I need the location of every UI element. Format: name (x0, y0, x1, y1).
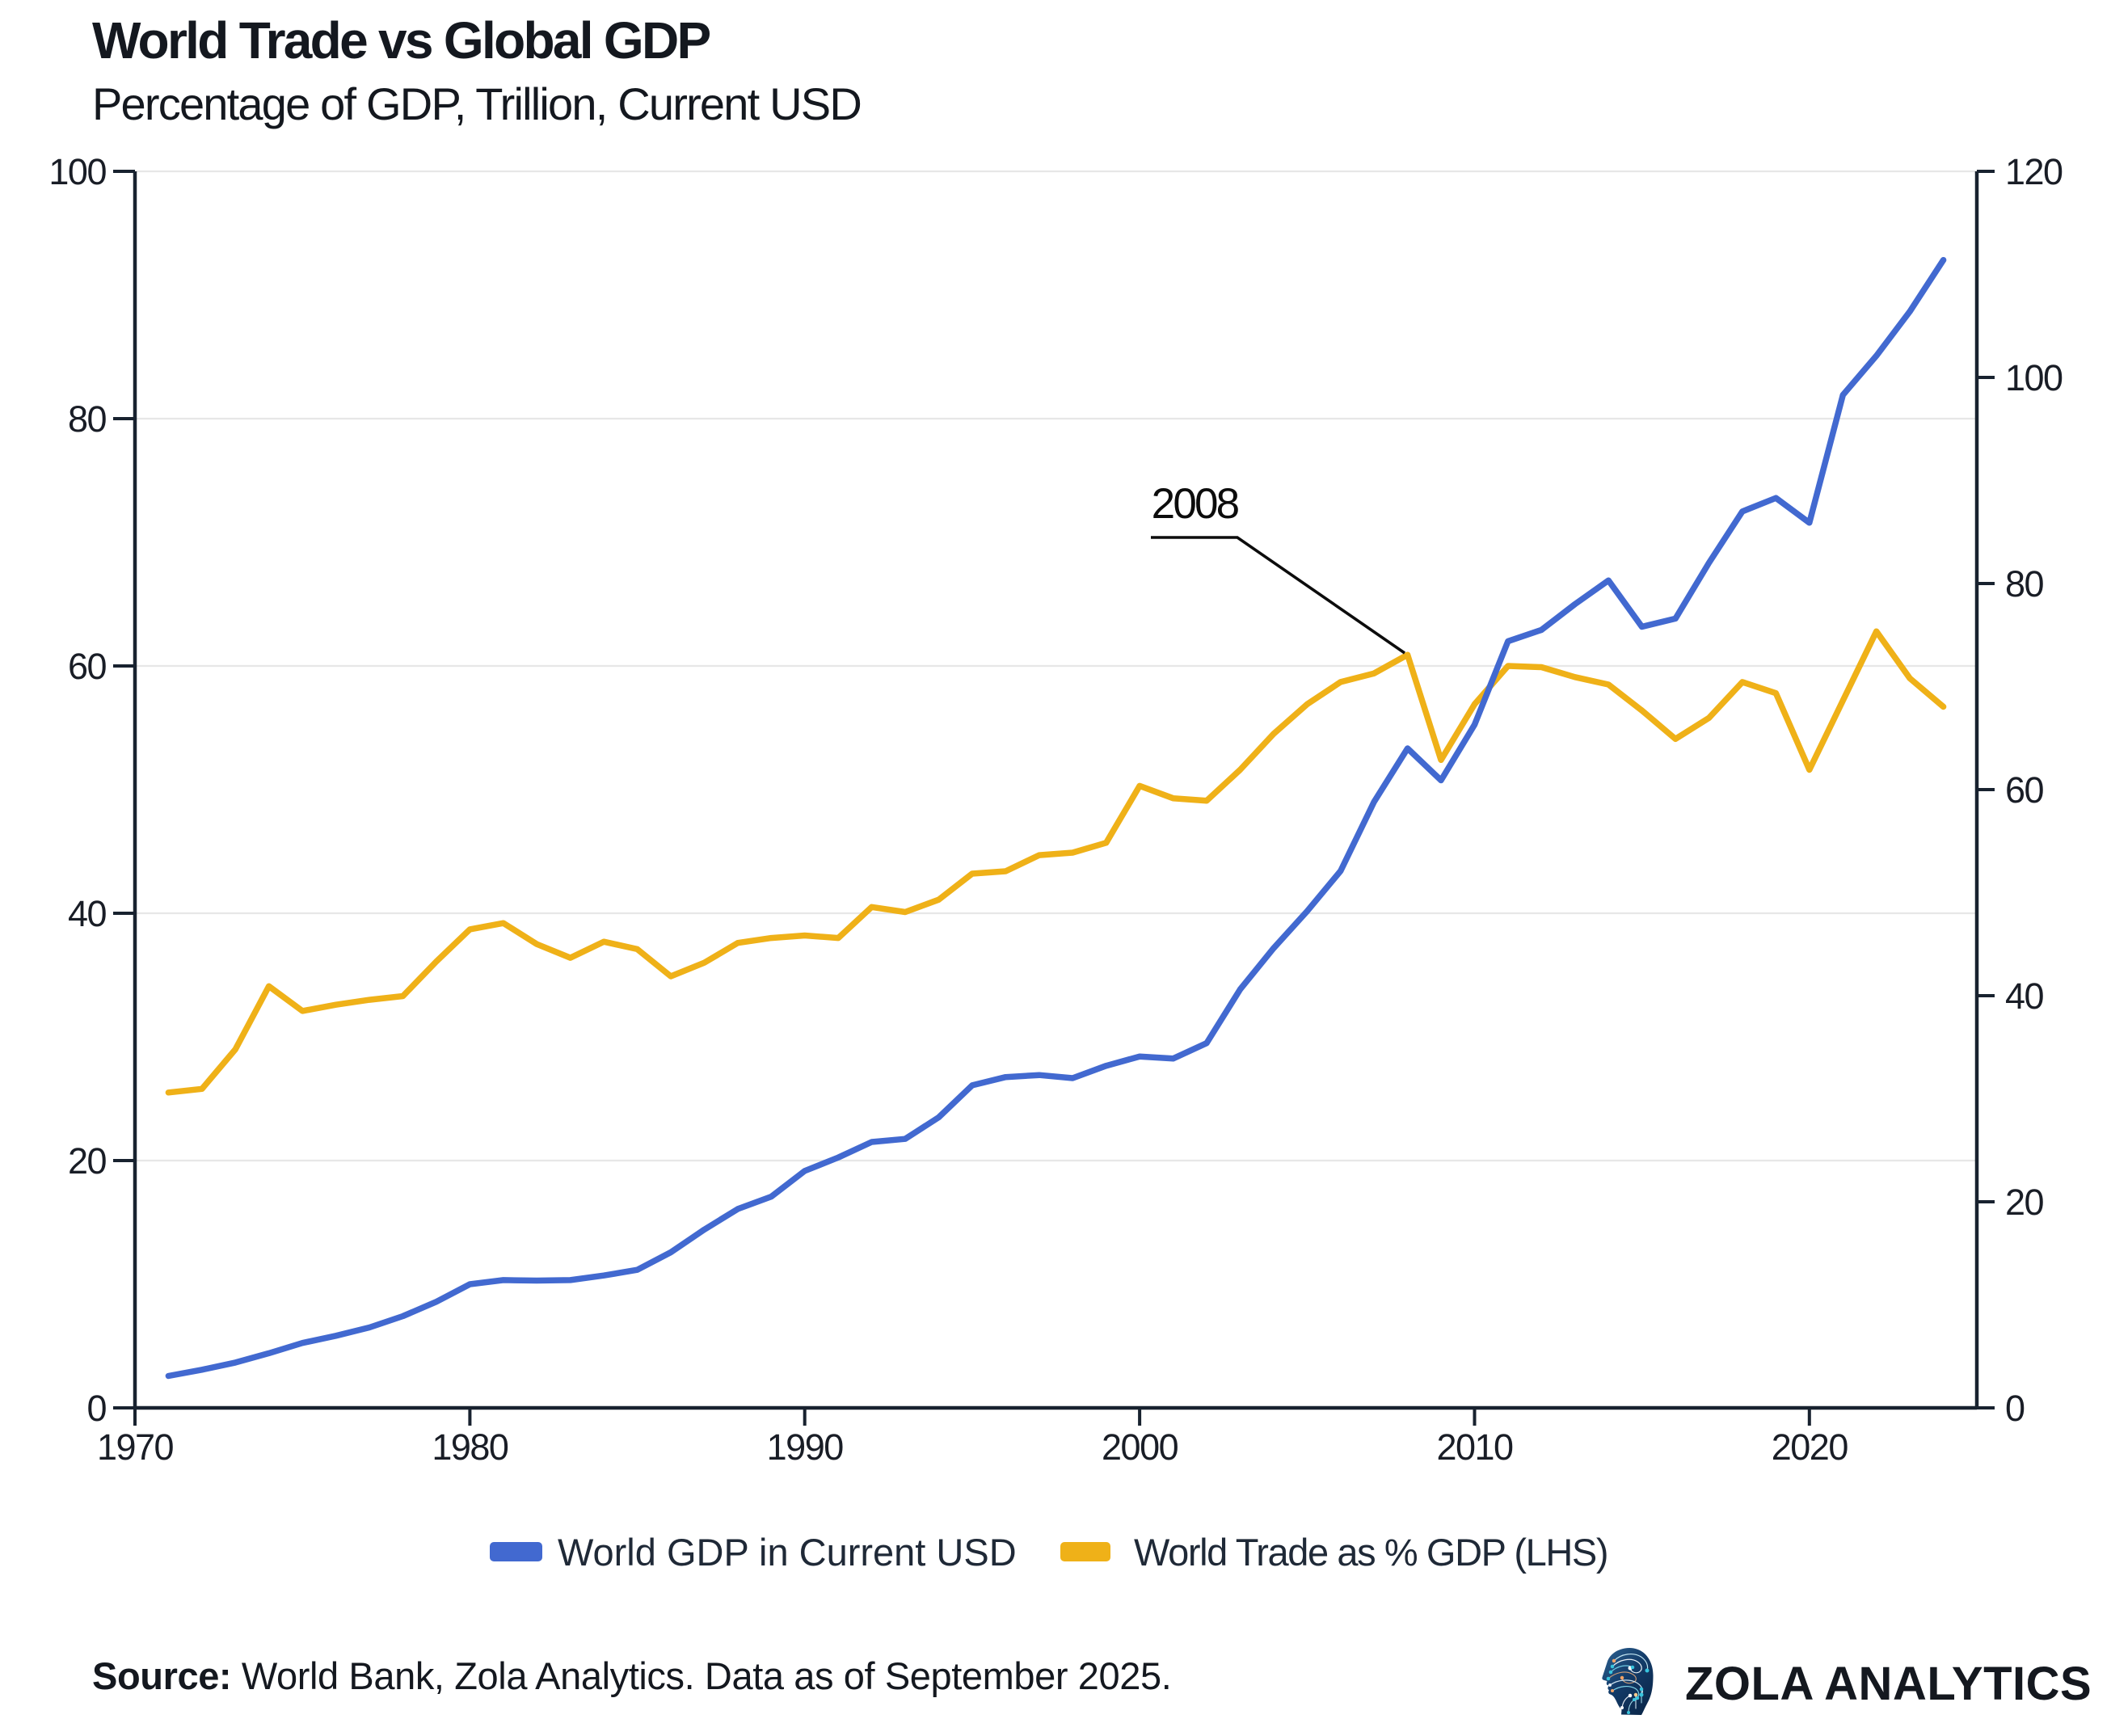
svg-text:World Trade vs Global GDP: World Trade vs Global GDP (92, 11, 710, 70)
svg-text:World GDP in Current USD: World GDP in Current USD (558, 1531, 1017, 1574)
svg-text:1970: 1970 (97, 1426, 174, 1468)
svg-text:20: 20 (2005, 1182, 2044, 1223)
svg-text:Source: World Bank, Zola Analy: Source: World Bank, Zola Analytics. Data… (92, 1654, 1171, 1697)
svg-text:100: 100 (48, 151, 106, 192)
svg-text:80: 80 (68, 398, 107, 440)
svg-text:1980: 1980 (432, 1426, 508, 1468)
svg-text:80: 80 (2005, 563, 2044, 605)
svg-text:40: 40 (2005, 975, 2044, 1017)
svg-text:0: 0 (2005, 1388, 2025, 1429)
svg-text:2020: 2020 (1772, 1426, 1848, 1468)
svg-text:ZOLA ANALYTICS: ZOLA ANALYTICS (1685, 1658, 2092, 1710)
svg-text:120: 120 (2005, 151, 2063, 192)
svg-text:40: 40 (68, 893, 107, 934)
svg-text:2010: 2010 (1436, 1426, 1513, 1468)
svg-text:0: 0 (86, 1388, 106, 1429)
svg-text:World Trade as % GDP (LHS): World Trade as % GDP (LHS) (1134, 1531, 1607, 1574)
svg-text:100: 100 (2005, 357, 2063, 398)
svg-text:1990: 1990 (767, 1426, 844, 1468)
svg-text:Percentage of GDP, Trillion, C: Percentage of GDP, Trillion, Current USD (92, 78, 861, 129)
svg-text:60: 60 (68, 646, 107, 687)
svg-text:60: 60 (2005, 769, 2044, 811)
svg-text:20: 20 (68, 1140, 107, 1182)
svg-text:2008: 2008 (1152, 480, 1239, 528)
svg-text:2000: 2000 (1102, 1426, 1178, 1468)
